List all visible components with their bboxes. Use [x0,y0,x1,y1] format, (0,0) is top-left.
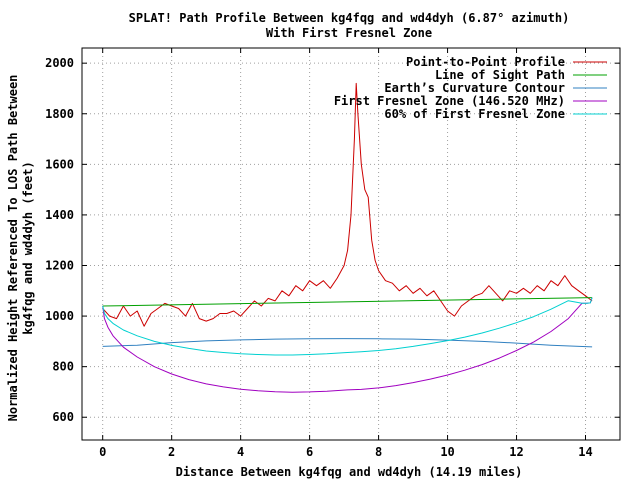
legend-label: First Fresnel Zone (146.520 MHz) [334,94,565,108]
series-layer [102,82,593,393]
y-axis-label-line2: kg4fqg and wd4dyh (feet) [21,161,35,334]
y-tick-label: 800 [52,360,74,374]
y-tick-label: 1800 [45,107,74,121]
y-tick-label: 2000 [45,56,74,70]
plot-frame [81,47,621,441]
x-tick-label: 10 [440,445,454,459]
series-earth-s-curvature-contour [102,338,593,348]
legend-label: 60% of First Fresnel Zone [384,107,565,121]
x-tick-label: 6 [306,445,313,459]
x-tick-label: 12 [509,445,523,459]
y-tick-label: 1200 [45,258,74,272]
ticks: 0 2 4 6 8 10 12 14 600 800 1000 1200 1400 1600 1800 200… [45,48,620,459]
x-axis-label: Distance Between kg4fqg and wd4dyh (14.1… [176,465,523,479]
y-tick-label: 1000 [45,309,74,323]
x-tick-label: 8 [375,445,382,459]
x-tick-label: 4 [237,445,244,459]
series-first-fresnel-zone-146-520-mhz [102,297,593,393]
y-tick-label: 1400 [45,208,74,222]
x-tick-label: 0 [99,445,106,459]
y-tick-label: 600 [52,410,74,424]
x-tick-label: 14 [578,445,592,459]
legend-label: Point-to-Point Profile [406,55,565,69]
series-60-of-first-fresnel-zone [102,297,593,356]
y-tick-label: 1600 [45,157,74,171]
y-axis-label-line1: Normalized Height Referenced To LOS Path… [6,75,20,422]
chart-subtitle: With First Fresnel Zone [266,26,432,40]
legend-label: Earth’s Curvature Contour [384,81,565,95]
chart-title: SPLAT! Path Profile Between kg4fqg and w… [129,11,570,25]
legend-label: Line of Sight Path [435,68,565,82]
series-line-of-sight-path [102,297,593,307]
x-tick-label: 2 [168,445,175,459]
